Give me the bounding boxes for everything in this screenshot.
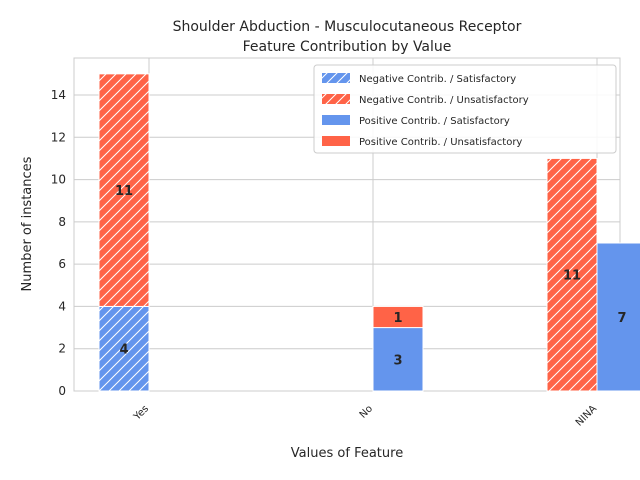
y-axis-label: Number of instances [20,156,35,291]
data-label: 7 [617,311,626,326]
legend-item: Negative Contrib. / Unsatisfactory [322,94,529,106]
legend-label: Positive Contrib. / Satisfactory [359,116,510,127]
bar-positive-satisfactory [596,242,640,392]
legend-swatch-hatch [322,94,350,104]
bar-hatch [99,73,149,307]
data-label: 1 [393,311,402,326]
bar-hatch [547,158,597,391]
y-tick-label: 6 [58,257,66,271]
legend-swatch-hatch [322,73,350,83]
legend-item: Negative Contrib. / Satisfactory [322,73,516,85]
bar-positive-unsatisfactory [372,305,424,329]
y-tick-label: 4 [58,299,66,313]
data-label: 11 [563,269,581,284]
data-label: 11 [115,184,133,199]
legend: Negative Contrib. / Satisfactory Negative… [313,64,617,154]
legend-item: Positive Contrib. / Satisfactory [322,115,510,127]
legend-label: Positive Contrib. / Unsatisfactory [359,137,522,148]
legend-label: Negative Contrib. / Unsatisfactory [359,95,529,106]
y-tick-label: 8 [58,215,66,229]
legend-label: Negative Contrib. / Satisfactory [359,74,516,85]
chart-title: Shoulder Abduction - Musculocutaneous Re… [173,19,522,35]
legend-swatch [322,136,350,146]
data-label: 4 [119,343,128,358]
y-tick-label: 14 [51,88,66,102]
chart-subtitle: Feature Contribution by Value [243,39,452,55]
x-axis-label: Values of Feature [291,446,403,461]
x-tick-label: No [358,403,375,420]
data-label: 3 [393,353,402,368]
y-tick-label: 0 [58,384,66,398]
data-labels: 4 11 11 3 1 7 [115,184,627,368]
legend-swatch [322,115,350,125]
x-axis-ticks: Yes No NINA [131,403,599,428]
x-tick-label: Yes [131,403,151,423]
bar-hatch [99,306,149,391]
y-axis-ticks: 0 2 4 6 8 10 12 14 [51,88,66,398]
y-tick-label: 12 [51,130,66,144]
bars [98,73,640,392]
bar-positive-satisfactory [372,327,424,392]
y-tick-label: 2 [58,342,66,356]
x-tick-label: NINA [574,403,599,428]
y-tick-label: 10 [51,173,66,187]
legend-item: Positive Contrib. / Unsatisfactory [322,136,522,148]
legend-box [313,64,617,154]
